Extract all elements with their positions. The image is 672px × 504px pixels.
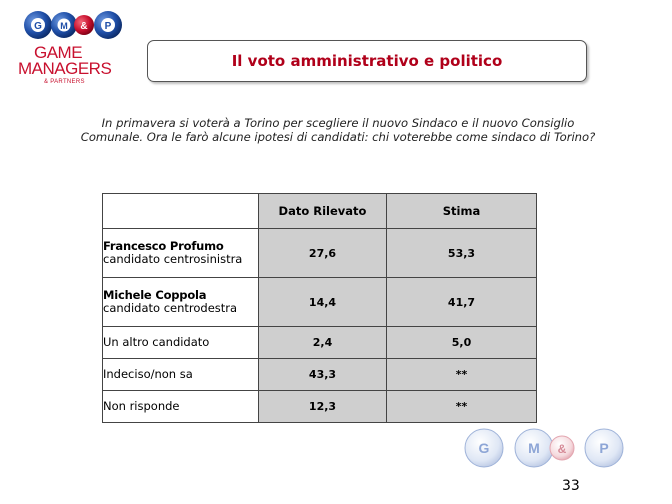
row-label-text: Un altro candidato <box>103 335 210 349</box>
candidate-name: Francesco Profumo <box>103 239 224 253</box>
cell-dato: 27,6 <box>258 228 387 278</box>
logo-ball-m: M <box>51 12 77 38</box>
header-blank <box>102 193 259 229</box>
footer-ball-g: G <box>464 428 504 468</box>
footer-ball-g-letter: G <box>479 440 490 456</box>
cell-stima: 53,3 <box>386 228 537 278</box>
table-row: Michele Coppola candidato centrodestra 1… <box>102 277 537 327</box>
row-label: Francesco Profumo candidato centrosinist… <box>102 228 259 278</box>
survey-question: In primavera si voterà a Torino per sceg… <box>80 116 596 144</box>
table-row: Indeciso/non sa 43,3 ** <box>102 358 537 391</box>
page-number: 33 <box>562 478 580 494</box>
footer-ball-m-letter: M <box>528 440 540 456</box>
company-logo: G M & P GAME MANAGERS & PARTNERS <box>14 8 132 88</box>
logo-ball-and-letter: & <box>80 21 87 32</box>
title-box: Il voto amministrativo e politico <box>147 40 587 82</box>
cell-dato: 2,4 <box>258 326 387 359</box>
candidate-name: Michele Coppola <box>103 288 207 302</box>
row-label: Non risponde <box>102 390 259 423</box>
page-title: Il voto amministrativo e politico <box>231 52 503 70</box>
footer-logo-balls: G M & P <box>464 428 624 468</box>
row-label: Indeciso/non sa <box>102 358 259 391</box>
row-label-text: Indeciso/non sa <box>103 367 193 381</box>
row-label-text: Non risponde <box>103 399 180 413</box>
row-label: Michele Coppola candidato centrodestra <box>102 277 259 327</box>
cell-dato: 14,4 <box>258 277 387 327</box>
row-label: Un altro candidato <box>102 326 259 359</box>
logo-ball-g: G <box>24 11 52 39</box>
candidate-role: candidato centrosinistra <box>103 252 243 266</box>
header-stima: Stima <box>386 193 537 229</box>
footer-ball-m: M <box>514 428 554 468</box>
results-table: Dato Rilevato Stima Francesco Profumo ca… <box>102 193 537 423</box>
logo-ball-p: P <box>94 11 122 39</box>
logo-balls: G M & P <box>24 11 122 39</box>
cell-stima: ** <box>386 390 537 423</box>
table-row: Un altro candidato 2,4 5,0 <box>102 326 537 359</box>
footer-ball-and: & <box>549 435 575 461</box>
logo-text-game: GAME <box>34 43 83 62</box>
footer-ball-p: P <box>584 428 624 468</box>
logo-ball-and: & <box>74 15 94 35</box>
logo-ball-p-letter: P <box>105 21 112 32</box>
candidate-role: candidato centrodestra <box>103 301 238 315</box>
footer-ball-and-letter: & <box>558 442 567 456</box>
cell-dato: 12,3 <box>258 390 387 423</box>
cell-stima: ** <box>386 358 537 391</box>
logo-ball-m-letter: M <box>60 21 68 31</box>
logo-text-partners: & PARTNERS <box>44 79 85 85</box>
cell-stima: 5,0 <box>386 326 537 359</box>
table-row: Non risponde 12,3 ** <box>102 390 537 423</box>
cell-dato: 43,3 <box>258 358 387 391</box>
footer-ball-p-letter: P <box>599 440 608 456</box>
table-row: Francesco Profumo candidato centrosinist… <box>102 228 537 278</box>
table-header-row: Dato Rilevato Stima <box>102 193 537 229</box>
header-dato-rilevato: Dato Rilevato <box>258 193 387 229</box>
logo-text-managers: MANAGERS <box>18 59 112 78</box>
logo-ball-g-letter: G <box>34 21 42 32</box>
cell-stima: 41,7 <box>386 277 537 327</box>
